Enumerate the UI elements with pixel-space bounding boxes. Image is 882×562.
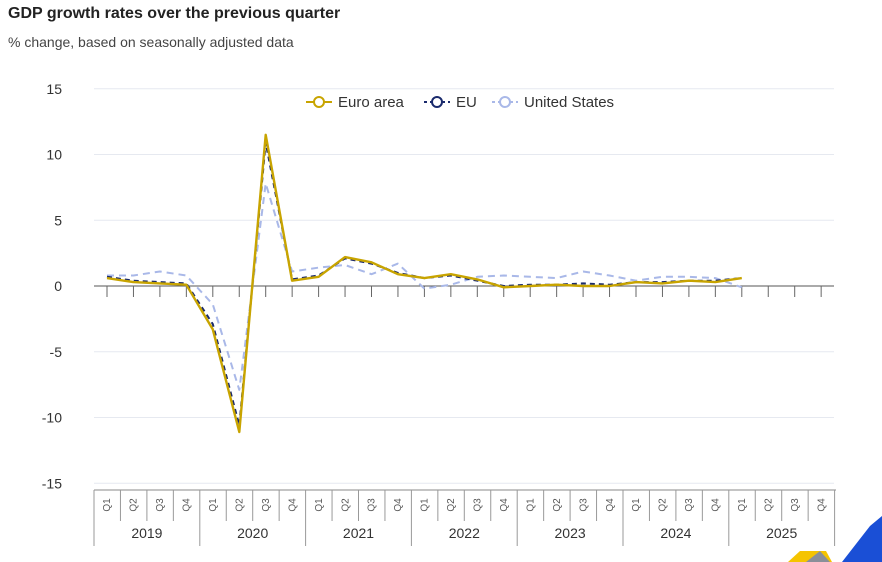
legend-marker-icon	[499, 96, 511, 108]
quarter-tick-label: Q3	[367, 498, 378, 512]
year-tick-label: 2024	[660, 525, 691, 541]
quarter-tick-label: Q1	[314, 498, 325, 512]
legend-item-euro-area[interactable]: Euro area	[306, 94, 405, 111]
series-line-eu[interactable]	[106, 141, 742, 427]
legend-item-united-states[interactable]: United States	[492, 94, 614, 111]
quarter-tick-label: Q4	[816, 498, 827, 512]
series-line-euro-area[interactable]	[106, 133, 742, 434]
year-tick-label: 2021	[343, 525, 374, 541]
legend-label: EU	[456, 94, 477, 111]
quarter-tick-label: Q1	[420, 498, 431, 512]
quarter-tick-label: Q4	[182, 498, 193, 512]
x-axis: Q1 Q2 Q3 Q4 Q1 Q2 Q3 Q4 Q1 Q2 Q3 Q4 Q1 Q2 Q3 Q4 Q1 Q2 Q3 Q4…	[93, 285, 836, 546]
legend-marker-icon	[313, 96, 325, 108]
legend-label: Euro area	[338, 94, 405, 111]
quarter-tick-label: Q4	[393, 498, 404, 512]
chart-title: GDP growth rates over the previous quart…	[8, 5, 341, 22]
quarter-tick-label: Q1	[631, 498, 642, 512]
quarter-tick-label: Q3	[684, 498, 695, 512]
year-tick-label: 2020	[237, 525, 268, 541]
y-axis: 15 10 5 0 -5 -10 -15	[42, 81, 62, 492]
quarter-tick-label: Q1	[102, 498, 113, 512]
quarter-tick-label: Q2	[129, 498, 140, 512]
quarter-tick-label: Q3	[261, 498, 272, 512]
quarter-tick-label: Q3	[155, 498, 166, 512]
quarter-tick-label: Q2	[340, 498, 351, 512]
quarter-tick-label: Q1	[737, 498, 748, 512]
y-tick-label: 15	[46, 81, 62, 97]
y-tick-label: -15	[42, 475, 62, 491]
quarter-tick-label: Q3	[790, 498, 801, 512]
chart-subtitle: % change, based on seasonally adjusted d…	[8, 34, 294, 50]
quarter-tick-label: Q2	[763, 498, 774, 512]
legend[interactable]: Euro area EU United States	[306, 94, 614, 111]
y-tick-label: 10	[46, 147, 62, 163]
y-tick-label: -10	[42, 410, 62, 426]
quarter-tick-label: Q1	[208, 498, 219, 512]
year-tick-label: 2025	[766, 525, 797, 541]
quarter-tick-label: Q1	[525, 498, 536, 512]
quarter-tick-label: Q4	[711, 498, 722, 512]
legend-label: United States	[524, 94, 614, 111]
year-tick-label: 2022	[449, 525, 480, 541]
quarter-tick-label: Q4	[499, 498, 510, 512]
quarter-tick-label: Q3	[578, 498, 589, 512]
quarter-tick-label: Q2	[658, 498, 669, 512]
y-tick-label: 5	[54, 212, 62, 228]
quarter-tick-label: Q4	[605, 498, 616, 512]
quarter-tick-label: Q2	[552, 498, 563, 512]
quarter-tick-label: Q2	[446, 498, 457, 512]
series-lines	[106, 133, 743, 434]
series-line-united-states[interactable]	[107, 182, 743, 391]
y-tick-label: 0	[54, 278, 62, 294]
logo-mark	[788, 516, 882, 562]
legend-item-eu[interactable]: EU	[424, 94, 477, 111]
year-tick-label: 2023	[555, 525, 586, 541]
quarter-tick-label: Q2	[234, 498, 245, 512]
quarter-tick-label: Q4	[287, 498, 298, 512]
year-tick-label: 2019	[131, 525, 162, 541]
quarter-tick-label: Q3	[473, 498, 484, 512]
legend-marker-icon	[431, 96, 443, 108]
y-tick-label: -5	[50, 344, 63, 360]
